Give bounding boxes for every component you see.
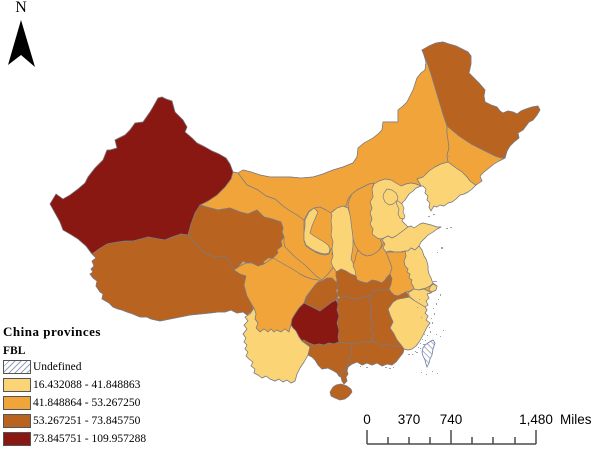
svg-text:0: 0 — [363, 412, 371, 427]
svg-text:370: 370 — [398, 412, 421, 427]
svg-text:740: 740 — [440, 412, 463, 427]
svg-text:N: N — [15, 0, 27, 16]
svg-text:1,480: 1,480 — [519, 412, 553, 427]
svg-text:Miles: Miles — [560, 412, 592, 427]
